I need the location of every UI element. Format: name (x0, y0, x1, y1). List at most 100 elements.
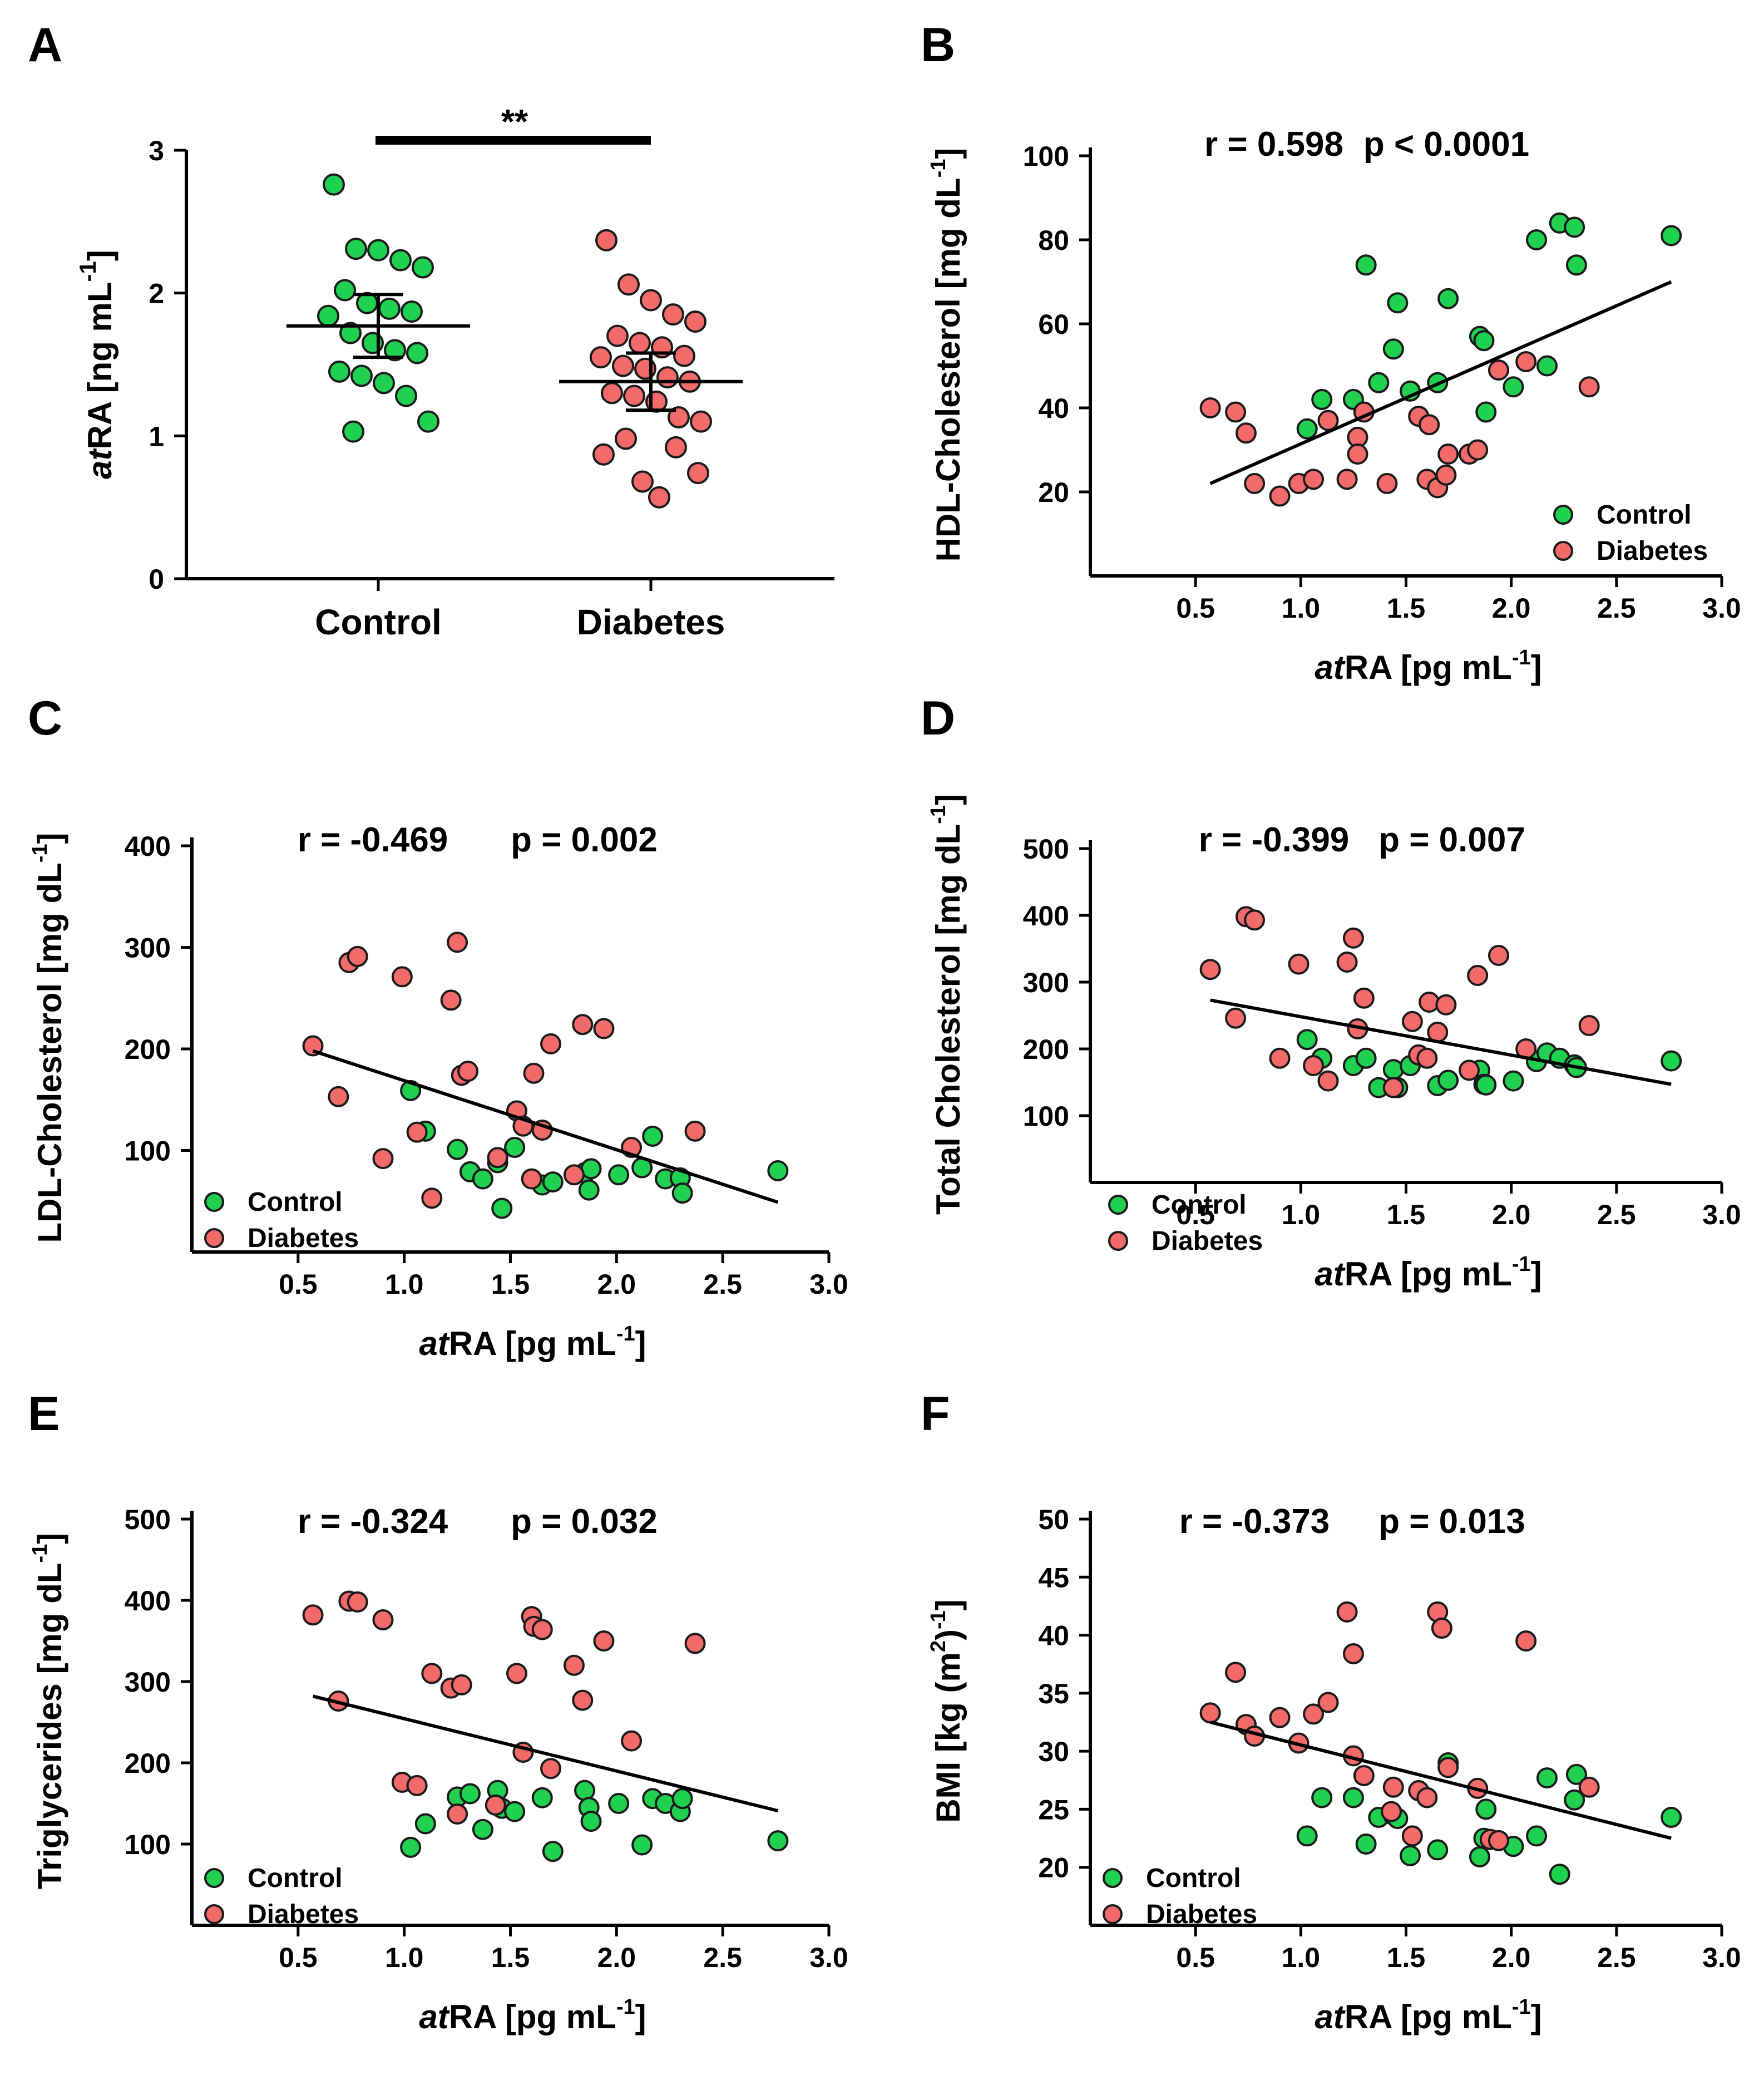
diabetes-point (673, 344, 695, 367)
y-tick-label: 25 (1038, 1794, 1069, 1825)
control-point (367, 239, 389, 262)
y-axis-label-text: LDL-Cholesterol [mg dL (31, 862, 68, 1243)
x-tick-label: 2.5 (1597, 1199, 1636, 1230)
y-tick-label: 200 (1023, 1034, 1069, 1065)
diabetes-point (457, 1061, 479, 1082)
diabetes-point (1578, 1776, 1600, 1798)
diabetes-point (1401, 1011, 1423, 1032)
y-axis-label: Triglycerides [mg dL-1] (28, 1533, 68, 1890)
y-tick-label: 100 (125, 1829, 171, 1860)
x-axis-label-superscript: -1 (1512, 1253, 1531, 1276)
y-tick-label: 300 (125, 1667, 171, 1698)
diabetes-point (302, 1604, 324, 1626)
panel-c-ldl-scatter: C 0.5 1.0 1.5 2.0 2.5 3.0 100 200 300 400 atRA [pg … (28, 692, 848, 1362)
control-point (1311, 388, 1333, 410)
control-point (767, 1160, 789, 1181)
control-point (608, 1164, 630, 1186)
control-point (1475, 1074, 1497, 1096)
control-point (1437, 1069, 1459, 1091)
control-point (631, 1834, 653, 1856)
legend-marker-diabetes (204, 1904, 224, 1924)
diabetes-point (1416, 1787, 1438, 1808)
control-point (373, 372, 395, 395)
y-tick-label: 60 (1038, 309, 1069, 340)
control-point (1549, 1864, 1570, 1885)
x-tick-label: 3.0 (1702, 1942, 1741, 1973)
x-tick-label: 2.5 (1597, 593, 1636, 624)
legend-label-control: Control (248, 1187, 343, 1217)
control-point (472, 1168, 493, 1190)
x-axis-label-italic: at (419, 1998, 450, 2035)
control-point (1400, 1845, 1421, 1866)
legend-label-control: Control (248, 1864, 343, 1893)
p-value-label: p = 0.032 (511, 1502, 658, 1541)
control-point (389, 249, 412, 272)
panel-f-bmi-scatter: F 0.5 1.0 1.5 2.0 2.5 3.0 20 25 30 35 40 45 50 atRA [p… (921, 1387, 1741, 2035)
legend-label-control: Control (1152, 1190, 1247, 1220)
x-axis-label: atRA [pg mL-1] (1315, 1995, 1541, 2035)
diabetes-point (1437, 1757, 1459, 1778)
diabetes-point (684, 310, 706, 333)
diabetes-point (640, 289, 662, 312)
diabetes-point (1199, 397, 1221, 418)
y-tick-label: 3 (149, 135, 164, 166)
y-axis-label-superscript: -1 (28, 1544, 52, 1563)
diabetes-point (1381, 1801, 1402, 1822)
panel-a-dot-plot: A 0 1 2 3 Control Diabetes atRA [ng mL-1] ** (28, 18, 834, 642)
y-tick-label: 0 (149, 564, 164, 595)
control-point (1473, 330, 1495, 352)
diabetes-point (1515, 1630, 1537, 1652)
y-axis-label-text: Total Cholesterol [mg dL (930, 824, 967, 1215)
diabetes-point (1353, 1764, 1375, 1786)
diabetes-point (1336, 1601, 1358, 1623)
panel-letter: E (28, 1387, 60, 1441)
control-point (574, 1780, 596, 1801)
x-tick-label: 1.5 (491, 1269, 530, 1300)
diabetes-point (601, 382, 623, 405)
y-axis-label-superscript: -1 (28, 844, 52, 862)
diabetes-point (1488, 359, 1509, 381)
diabetes-point (1288, 953, 1310, 975)
control-point (1565, 254, 1587, 276)
correlation-r-label: r = 0.598 (1204, 125, 1343, 164)
y-axis-label-superscript-2: -1 (927, 1610, 950, 1629)
x-axis-label-italic: at (1315, 1998, 1346, 2035)
diabetes-point (1435, 464, 1457, 486)
x-axis-label-text: RA [pg mL (449, 1325, 616, 1362)
diabetes-point (447, 1803, 468, 1825)
diabetes-point (372, 1609, 394, 1631)
control-point (1536, 355, 1558, 377)
x-tick-label: 0.5 (1176, 1942, 1215, 1973)
x-axis-label-end: ] (635, 1998, 646, 2035)
legend-label-diabetes: Diabetes (1597, 536, 1708, 566)
legend-label-control: Control (1597, 500, 1692, 530)
control-point (447, 1138, 468, 1160)
y-axis-label: HDL-Cholesterol [mg dL-1] (927, 148, 967, 562)
diabetes-point (540, 1033, 562, 1054)
y-tick-label: 400 (1023, 900, 1069, 931)
diabetes-point (648, 486, 670, 509)
control-point (491, 1197, 513, 1219)
x-axis-label-text: RA [pg mL (449, 1998, 616, 2035)
diabetes-point (615, 427, 637, 450)
y-axis-label-end: ] (930, 794, 967, 805)
y-tick-label: 300 (1023, 967, 1069, 998)
diabetes-point (595, 229, 617, 252)
diabetes-point (623, 385, 645, 407)
diabetes-point (328, 1086, 349, 1107)
control-point (400, 1836, 422, 1858)
x-axis-label: atRA [pg mL-1] (419, 1322, 646, 1362)
diabetes-point (1347, 443, 1368, 465)
control-point (323, 173, 345, 196)
diabetes-point (1199, 1702, 1221, 1724)
x-tick-label: 0.5 (279, 1942, 318, 1973)
diabetes-point (1515, 351, 1537, 372)
x-tick-label: 1.0 (385, 1269, 424, 1300)
regression-line (1209, 1721, 1672, 1840)
correlation-r-label: r = -0.373 (1179, 1502, 1330, 1541)
diabetes-point (1199, 959, 1221, 980)
control-point (542, 1171, 564, 1193)
x-axis-label-italic: at (1315, 1255, 1346, 1293)
y-axis-label-text: RA [ng mL (81, 282, 118, 449)
diabetes-point (421, 1663, 443, 1684)
